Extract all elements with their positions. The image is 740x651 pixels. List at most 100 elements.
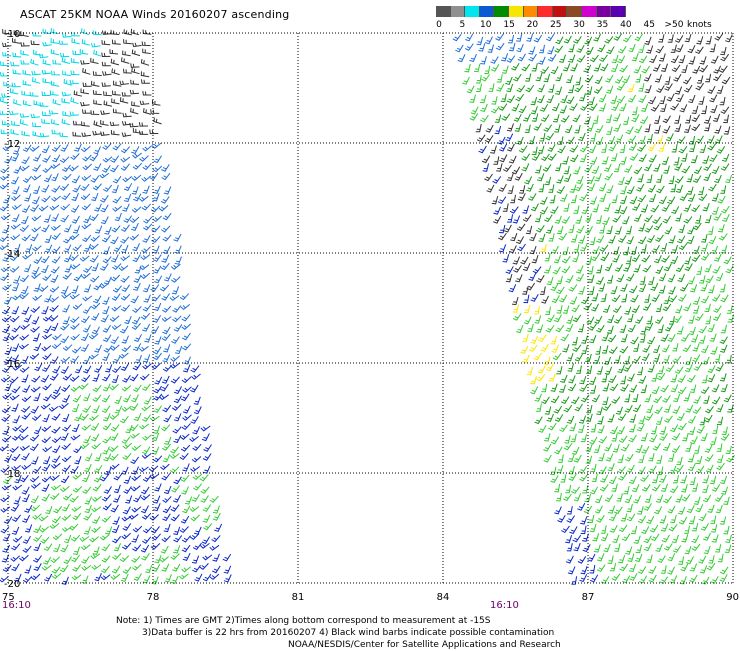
wind-barb (142, 304, 152, 312)
wind-barb (184, 496, 193, 505)
wind-barb (719, 283, 726, 293)
wind-barb (589, 335, 597, 344)
wind-barb (670, 255, 679, 264)
wind-barb (584, 225, 593, 234)
wind-barb (675, 494, 683, 503)
wind-barb (100, 131, 110, 136)
wind-barb (620, 375, 627, 385)
lat-label: -16 (4, 359, 20, 370)
wind-barb (31, 414, 42, 421)
lon-label: 90 (726, 592, 739, 603)
wind-barb (132, 128, 142, 134)
wind-barb (701, 105, 708, 115)
wind-barb (550, 436, 560, 445)
wind-barb (142, 363, 152, 370)
wind-barb (534, 315, 542, 324)
wind-barb (592, 533, 600, 542)
wind-barb (607, 325, 614, 334)
wind-barb (653, 344, 660, 354)
wind-barb (59, 156, 70, 164)
wind-barb (725, 34, 733, 43)
wind-barb (170, 446, 180, 454)
wind-barb (112, 90, 121, 96)
wind-barb (720, 53, 730, 62)
wind-barb (627, 324, 636, 333)
wind-barb (11, 37, 21, 44)
wind-barb (582, 533, 589, 542)
wind-barb (39, 102, 49, 107)
wind-barb (43, 214, 51, 223)
wind-barb (627, 313, 634, 323)
wind-barb (570, 234, 578, 243)
wind-barb (591, 253, 600, 262)
wind-barb (150, 526, 160, 534)
wind-barb (142, 474, 152, 482)
wind-barb (0, 97, 9, 104)
wind-barb (655, 316, 664, 325)
wind-barb (82, 486, 92, 495)
wind-barb (628, 476, 637, 485)
wind-barb (712, 113, 721, 122)
wind-barb (593, 33, 602, 42)
wind-barb (163, 273, 172, 282)
wind-barb (108, 445, 119, 453)
wind-barb (112, 205, 123, 212)
wind-barb (584, 75, 594, 83)
wind-barb (555, 72, 563, 82)
wind-barb (131, 394, 139, 403)
wind-barb (570, 63, 578, 72)
wind-barb (559, 424, 568, 433)
wind-barb (51, 213, 59, 222)
wind-barb (708, 183, 717, 192)
wind-barb (668, 524, 678, 532)
wind-barb (628, 563, 637, 573)
wind-barb (667, 34, 674, 43)
wind-barb (41, 475, 52, 483)
wind-barb (130, 107, 139, 115)
wind-barb (21, 90, 31, 96)
wind-barb (660, 103, 667, 113)
wind-barb (484, 65, 491, 75)
wind-barb (568, 465, 575, 475)
wind-barb (70, 70, 80, 76)
wind-barb (667, 566, 676, 575)
wind-barb (30, 113, 40, 119)
wind-barb (92, 130, 102, 136)
wind-barb (173, 233, 182, 242)
wind-barb (10, 354, 19, 363)
wind-barb (695, 82, 705, 91)
wind-barb (3, 81, 13, 87)
wind-barb (596, 136, 603, 146)
wind-barb (711, 484, 721, 492)
wind-barb (473, 63, 481, 73)
wind-barb (688, 462, 696, 472)
wind-barb (80, 145, 91, 153)
wind-barb (111, 305, 122, 312)
wind-barb (561, 216, 571, 224)
wind-barb (193, 526, 202, 535)
wind-barb (20, 355, 29, 364)
wind-barb (62, 33, 72, 38)
wind-barb (670, 183, 677, 193)
wind-barb (650, 533, 660, 542)
wind-barb (92, 394, 102, 402)
wind-barb (644, 163, 652, 172)
wind-barb (41, 264, 49, 274)
wind-barb (699, 565, 708, 574)
wind-barb (679, 104, 688, 113)
wind-barb (573, 166, 581, 175)
wind-barb (192, 483, 202, 491)
wind-barb (639, 276, 646, 285)
wind-barb (60, 366, 69, 374)
wind-barb (0, 129, 10, 135)
wind-barb (110, 274, 121, 282)
wind-barb (2, 51, 12, 57)
wind-barb (602, 216, 610, 225)
wind-barb (564, 435, 571, 444)
wind-barb (0, 495, 10, 503)
wind-barb (10, 194, 21, 202)
wind-barb (663, 295, 670, 305)
wind-barb (674, 176, 684, 184)
wind-barb (84, 453, 93, 462)
wind-barb (681, 64, 688, 74)
